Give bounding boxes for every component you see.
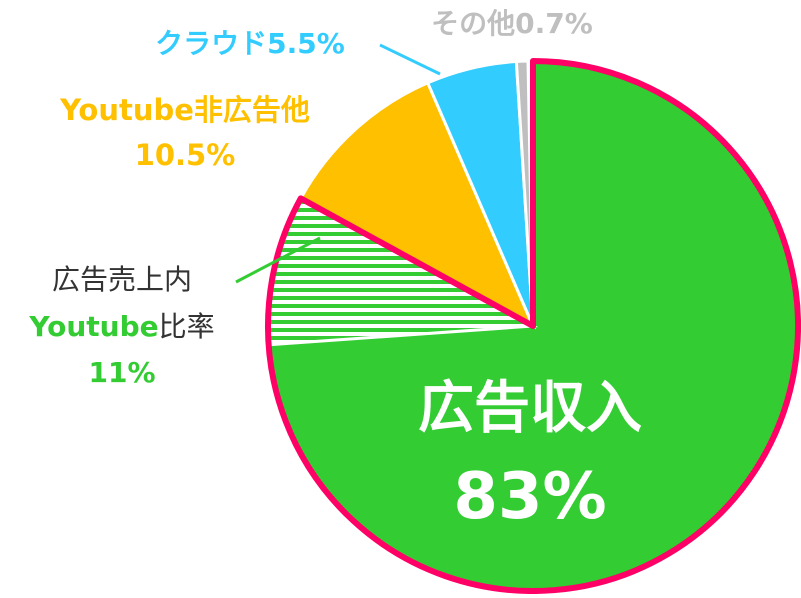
slice-label: 10.5% xyxy=(135,138,236,172)
annotation-value: 11% xyxy=(88,356,155,389)
slice-label: 83% xyxy=(453,460,606,534)
label-part: 5.5% xyxy=(267,27,345,60)
pie-slice xyxy=(514,59,535,327)
annotation-text: 広告売上内 xyxy=(52,263,192,296)
pie-slice xyxy=(298,80,537,330)
annotation-text: Youtube比率 xyxy=(28,310,214,343)
label-part: クラウド xyxy=(155,27,267,60)
slice-label: その他0.7% xyxy=(431,7,593,40)
leader-line xyxy=(235,236,321,284)
label-part: その他 xyxy=(431,7,515,40)
slice-label: 広告収入 xyxy=(418,376,642,441)
leader-line xyxy=(379,43,441,76)
label-part: 0.7% xyxy=(515,7,593,40)
slice-label: クラウド5.5% xyxy=(155,27,345,60)
annotation-part: 比率 xyxy=(159,310,215,343)
label-part: 10.5% xyxy=(135,138,236,172)
annotation-part: Youtube xyxy=(28,310,158,343)
label-part: 83% xyxy=(453,460,606,534)
label-part: 広告収入 xyxy=(418,376,642,441)
label-part: Youtube非広告他 xyxy=(59,93,310,127)
slice-label: Youtube非広告他 xyxy=(59,93,310,127)
slice-outline xyxy=(265,58,801,594)
